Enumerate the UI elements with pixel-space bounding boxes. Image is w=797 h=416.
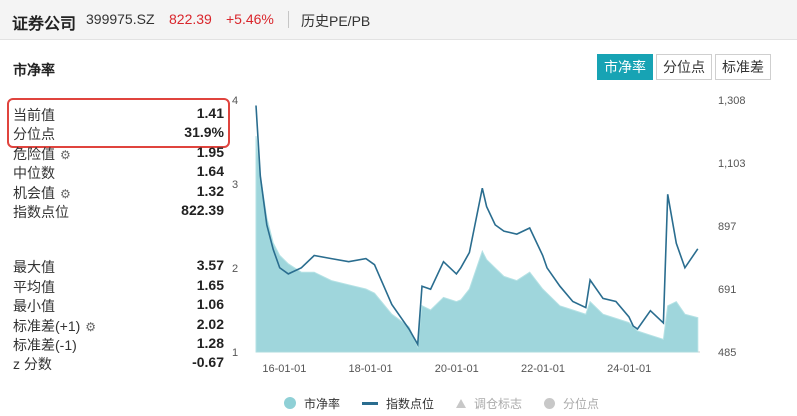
stat-label-text: 危险值 (13, 145, 55, 162)
pb-area (255, 136, 699, 353)
tab-pb[interactable]: 市净率 (597, 54, 653, 80)
stat-value: 3.57 (196, 257, 224, 274)
panel-title: 市净率 (13, 62, 55, 78)
gear-icon[interactable]: ⚙ (60, 186, 71, 201)
stat-label: 标准差(+1) ⚙ (13, 316, 96, 336)
x-tick-label: 20-01-01 (435, 363, 479, 375)
stat-row-max: 最大值 3.57 (13, 256, 224, 275)
stat-row-mean: 平均值 1.65 (13, 276, 224, 295)
stat-value: 1.28 (196, 334, 224, 351)
stat-row-current: 当前值 1.41 (13, 104, 224, 123)
stat-value: 822.39 (181, 201, 224, 218)
stat-value: 2.02 (196, 315, 224, 332)
stat-label: z 分数 (13, 356, 52, 373)
stat-label: 指数点位 (13, 203, 69, 220)
stat-value: -0.67 (192, 354, 224, 371)
x-tick-label: 24-01-01 (607, 363, 651, 375)
stat-label: 当前值 (13, 107, 55, 123)
stats-list: 当前值 1.41 分位点 31.9% 危险值 ⚙ 1.95 中位数 1.64 机会… (13, 104, 224, 373)
stat-value: 1.95 (196, 143, 224, 160)
legend-item-adjust[interactable]: 调仓标志 (456, 395, 522, 412)
stat-label: 最大值 (13, 259, 55, 276)
index-code: 399975.SZ (86, 11, 155, 27)
stat-value: 1.06 (196, 296, 224, 313)
line-swatch-icon (362, 401, 379, 405)
triangle-icon (456, 398, 467, 408)
tab-percentile[interactable]: 分位点 (656, 54, 712, 80)
stat-row-percentile: 分位点 31.9% (13, 123, 224, 142)
stat-row-min: 最小值 1.06 (13, 295, 224, 314)
stat-row-median: 中位数 1.64 (13, 162, 224, 181)
stat-label: 机会值 ⚙ (13, 183, 71, 203)
legend-item-index[interactable]: 指数点位 (362, 395, 434, 412)
stat-value: 31.9% (184, 124, 224, 141)
stats-spacer (13, 220, 224, 256)
x-tick-label: 22-01-01 (521, 363, 565, 375)
current-value-highlight (7, 98, 230, 148)
right-tick-label: 691 (718, 284, 736, 296)
legend-item-pb[interactable]: 市净率 (284, 395, 340, 412)
gear-icon[interactable]: ⚙ (60, 147, 71, 162)
circle-icon (544, 397, 556, 409)
valuation-panel: 市净率 (0, 44, 797, 416)
stat-row-zscore: z 分数 -0.67 (13, 353, 224, 372)
stat-row-std-plus: 标准差(+1) ⚙ 2.02 (13, 315, 224, 334)
left-tick-label: 2 (232, 263, 238, 275)
tab-stddev[interactable]: 标准差 (715, 54, 771, 80)
stat-row-opportunity: 机会值 ⚙ 1.32 (13, 182, 224, 201)
pb-chart[interactable]: 1 2 3 4 485 691 897 1,103 1,308 16-01-01 18-01-01 2… (228, 88, 758, 380)
index-line (255, 105, 699, 347)
chart-legend: 市净率 指数点位 调仓标志 分位点 (284, 394, 621, 412)
stat-label: 分位点 (13, 126, 55, 143)
page-subtitle[interactable]: 历史PE/PB (301, 13, 371, 29)
right-tick-label: 1,308 (718, 95, 746, 107)
area-swatch-icon (284, 397, 296, 409)
legend-label: 指数点位 (386, 396, 435, 411)
index-price: 822.39 (169, 11, 212, 27)
x-tick-label: 18-01-01 (349, 363, 393, 375)
legend-item-percentile[interactable]: 分位点 (544, 395, 599, 412)
left-tick-label: 4 (232, 95, 238, 107)
stat-row-danger: 危险值 ⚙ 1.95 (13, 143, 224, 162)
gear-icon[interactable]: ⚙ (85, 319, 97, 334)
stat-row-std-minus: 标准差(-1) 1.28 (13, 334, 224, 353)
right-tick-label: 897 (718, 221, 736, 233)
stat-label-text: 机会值 (13, 184, 55, 201)
stat-value: 1.65 (196, 276, 224, 293)
stat-label: 标准差(-1) (13, 336, 77, 353)
stat-value: 1.32 (196, 182, 224, 199)
stat-label: 最小值 (13, 298, 55, 315)
stat-row-index-level: 指数点位 822.39 (13, 201, 224, 220)
right-tick-label: 485 (718, 347, 736, 359)
stat-label-text: 标准差(+1) (13, 317, 81, 334)
x-tick-label: 16-01-01 (262, 363, 306, 375)
left-tick-label: 3 (232, 179, 238, 191)
left-tick-label: 1 (232, 347, 238, 359)
index-change: +5.46% (226, 11, 274, 27)
legend-label: 调仓标志 (474, 396, 523, 411)
stat-label: 中位数 (13, 165, 55, 182)
stat-value: 1.41 (196, 105, 224, 121)
stat-label: 危险值 ⚙ (13, 144, 71, 164)
header-divider (288, 11, 289, 28)
right-tick-label: 1,103 (718, 158, 746, 170)
metric-tabs: 市净率 分位点 标准差 (594, 54, 771, 80)
legend-label: 分位点 (563, 396, 600, 411)
stat-value: 1.64 (196, 163, 224, 180)
header-bar: 证券公司 399975.SZ 822.39 +5.46% 历史PE/PB (0, 0, 797, 40)
legend-label: 市净率 (304, 396, 341, 411)
index-name: 证券公司 (12, 16, 77, 33)
stat-label: 平均值 (13, 278, 55, 295)
